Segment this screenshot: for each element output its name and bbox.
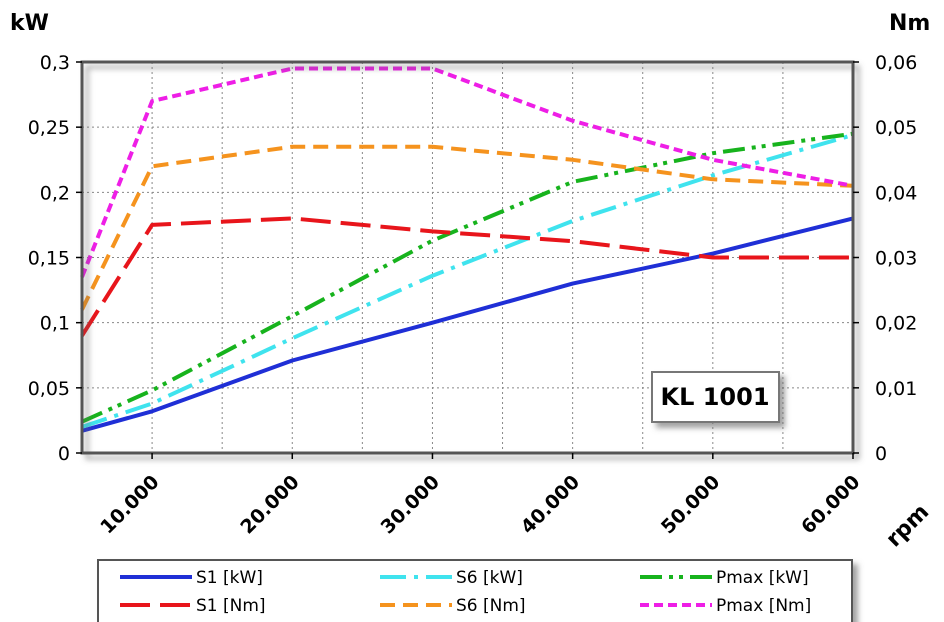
legend-label: S6 [kW]: [456, 568, 523, 588]
y-right-tick-label: 0,04: [875, 182, 917, 204]
series-line-s6-kw-: [81, 133, 854, 429]
x-unit-label: rpm: [882, 500, 935, 553]
y-left-tick-label: 0,3: [40, 52, 70, 74]
legend: S1 [kW] S6 [kW] Pmax [kW] S1 [Nm] S6 [Nm] Pma…: [97, 559, 853, 622]
series-line-s1-kw-: [81, 216, 854, 433]
x-tick-label: 50.000: [657, 471, 724, 538]
y-right-ticks: 0 0,01 0,02 0,03 0,04 0,05 0,06: [853, 52, 917, 465]
x-tick-label: 60.000: [797, 471, 864, 538]
y-left-tick-label: 0,05: [28, 378, 70, 400]
x-ticks: 10.000 20.000 30.000 40.000 50.000 60.000: [96, 453, 865, 538]
y-right-tick-label: 0,03: [875, 248, 917, 270]
x-tick-label: 40.000: [517, 471, 584, 538]
y-right-tick-label: 0,01: [875, 378, 917, 400]
y-left-unit-label: kW: [10, 11, 49, 36]
y-left-ticks: 0 0,05 0,1 0,15 0,2 0,25 0,3: [28, 52, 82, 465]
series-line-s6-nm-: [80, 144, 854, 311]
x-tick-label: 10.000: [96, 471, 163, 538]
y-right-tick-label: 0,06: [875, 52, 917, 74]
legend-label: S1 [Nm]: [196, 596, 266, 616]
series-line-pmax-nm-: [80, 66, 854, 278]
legend-label: Pmax [Nm]: [716, 596, 811, 616]
y-right-tick-label: 0,02: [875, 313, 917, 335]
y-right-tick-label: 0: [875, 443, 887, 465]
grid: [82, 62, 853, 453]
series-line-pmax-kw-: [81, 131, 854, 424]
y-right-unit-label: Nm: [889, 11, 930, 36]
x-tick-label: 20.000: [236, 471, 303, 538]
y-left-tick-label: 0: [58, 443, 70, 465]
legend-label: S1 [kW]: [196, 568, 263, 588]
x-tick-label: 30.000: [377, 471, 444, 538]
model-annotation: KL 1001: [651, 371, 780, 423]
y-left-tick-label: 0,25: [28, 117, 70, 139]
y-right-tick-label: 0,05: [875, 117, 917, 139]
legend-label: S6 [Nm]: [456, 596, 526, 616]
series-line-s1-nm-: [80, 216, 853, 337]
legend-label: Pmax [kW]: [716, 568, 809, 588]
model-label: KL 1001: [660, 383, 769, 411]
series-layer: [80, 66, 854, 433]
y-left-tick-label: 0,2: [40, 182, 70, 204]
y-left-tick-label: 0,15: [28, 248, 70, 270]
y-left-tick-label: 0,1: [40, 313, 70, 335]
